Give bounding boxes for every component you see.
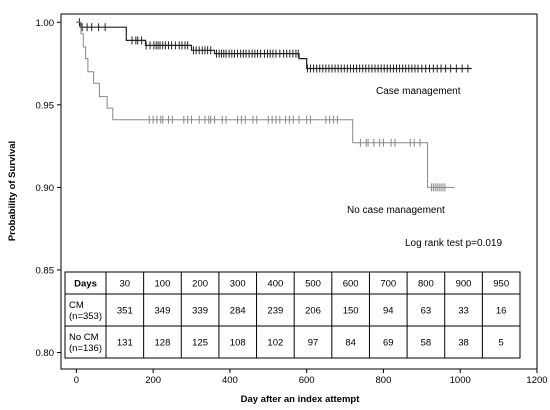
y-tick-label: 0.80 [36, 348, 55, 359]
y-tick-label: 0.95 [36, 100, 55, 111]
risk-table-day: 700 [380, 279, 396, 290]
risk-table-cell: 69 [383, 338, 394, 349]
risk-table-day: 400 [267, 279, 283, 290]
risk-table-header: Days [74, 279, 97, 290]
risk-table-cell: 5 [499, 338, 504, 349]
risk-table-cell: 128 [155, 338, 171, 349]
risk-table-day: 900 [456, 279, 472, 290]
x-tick-label: 200 [145, 375, 161, 386]
x-tick-label: 0 [74, 375, 79, 386]
risk-table-cell: 102 [267, 338, 283, 349]
x-tick-label: 1200 [526, 375, 547, 386]
y-tick-label: 0.85 [36, 265, 55, 276]
y-tick-label: 1.00 [36, 18, 55, 29]
risk-table-cell: 58 [421, 338, 432, 349]
risk-table-cell: 131 [117, 338, 133, 349]
risk-table-cell: 125 [192, 338, 208, 349]
label-case-management: Case management [376, 86, 461, 97]
risk-table-row-count: (n=353) [69, 311, 102, 322]
y-axis: 0.80 0.85 0.90 0.95 1.00 [36, 18, 61, 359]
x-tick-label: 1000 [450, 375, 471, 386]
risk-table-row-label: CM [69, 300, 84, 311]
risk-table-day: 950 [493, 279, 509, 290]
risk-table-day: 600 [343, 279, 359, 290]
risk-table-day: 100 [155, 279, 171, 290]
risk-table-day: 30 [120, 279, 131, 290]
risk-table-cell: 284 [230, 306, 246, 317]
risk-table: Days 30 100 200 300 400 500 600 700 800 900 950CM(n… [64, 271, 521, 359]
risk-table-day: 300 [230, 279, 246, 290]
label-no-case-management: No case management [347, 205, 445, 216]
risk-table-cell: 63 [421, 306, 432, 317]
risk-table-cell: 108 [230, 338, 246, 349]
curve-case-management [76, 21, 472, 70]
risk-table-cell: 349 [155, 306, 171, 317]
x-axis: 0 200 400 600 800 1000 1200 [74, 369, 548, 386]
risk-table-cell: 38 [458, 338, 469, 349]
risk-table-frame [64, 271, 521, 359]
risk-table-row-label: No CM [69, 332, 99, 343]
x-tick-label: 800 [376, 375, 392, 386]
risk-table-cell: 351 [117, 306, 133, 317]
risk-table-day: 500 [305, 279, 321, 290]
y-tick-label: 0.90 [36, 183, 55, 194]
x-tick-label: 600 [299, 375, 315, 386]
risk-table-cell: 16 [496, 306, 507, 317]
risk-table-cell: 339 [192, 306, 208, 317]
risk-table-cell: 33 [458, 306, 469, 317]
risk-table-day: 800 [418, 279, 434, 290]
series-layer [76, 18, 472, 192]
x-tick-label: 400 [222, 375, 238, 386]
curve-no-case-management [76, 21, 455, 188]
risk-table-cell: 239 [267, 306, 283, 317]
risk-table-cell: 150 [343, 306, 359, 317]
risk-table-row-count: (n=136) [69, 343, 102, 354]
risk-table-cell: 97 [308, 338, 319, 349]
risk-table-cell: 94 [383, 306, 394, 317]
risk-table-day: 200 [192, 279, 208, 290]
risk-table-cell: 206 [305, 306, 321, 317]
x-axis-title: Day after an index attempt [241, 394, 361, 405]
y-axis-title: Probability of Survival [7, 141, 18, 241]
risk-table-cell: 84 [345, 338, 356, 349]
log-rank-annotation: Log rank test p=0.019 [405, 238, 502, 249]
